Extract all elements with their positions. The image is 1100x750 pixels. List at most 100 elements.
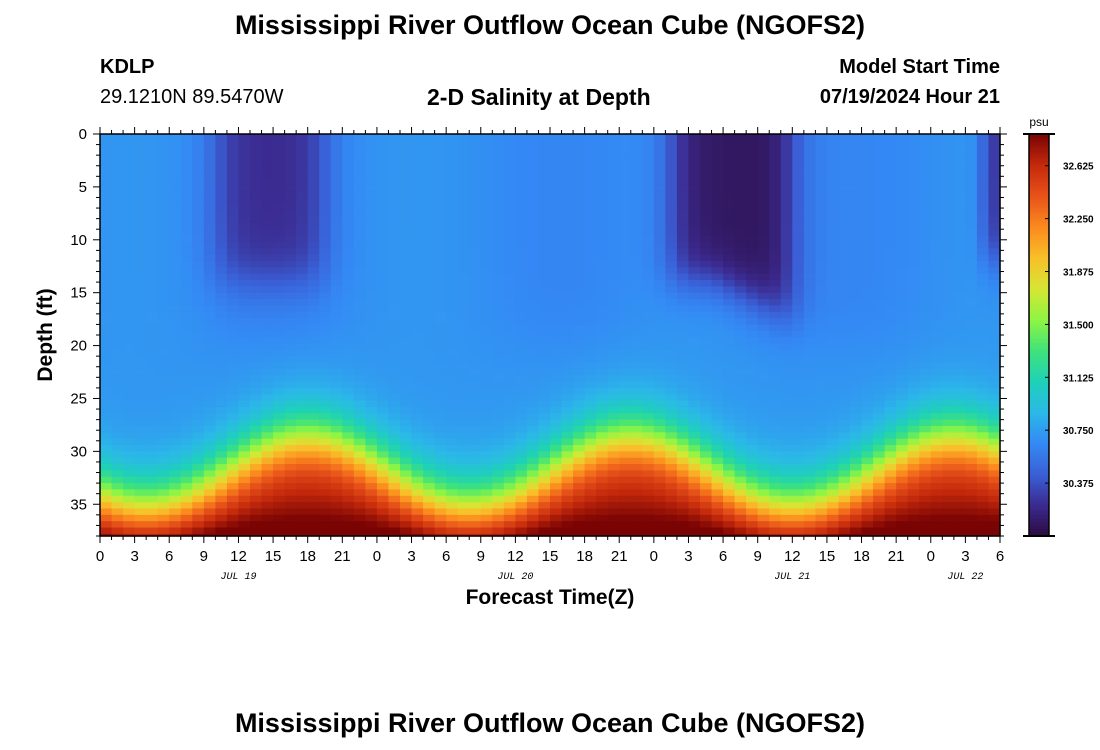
- heatmap-cell: [226, 254, 240, 262]
- heatmap-cell: [676, 457, 690, 465]
- heatmap-cell: [965, 387, 978, 395]
- heatmap-cell: [550, 521, 563, 529]
- heatmap-cell: [457, 318, 470, 326]
- heatmap-cell: [584, 203, 597, 211]
- heatmap-cell: [653, 235, 666, 243]
- heatmap-cell: [607, 533, 620, 537]
- heatmap-cell: [480, 349, 493, 357]
- heatmap-cell: [203, 445, 216, 452]
- heatmap-cell: [353, 203, 366, 211]
- heatmap-cell: [307, 368, 320, 376]
- heatmap-cell: [365, 159, 378, 167]
- heatmap-cell: [273, 387, 286, 395]
- heatmap-cell: [976, 203, 990, 211]
- heatmap-cell: [815, 527, 828, 535]
- heatmap-cell: [665, 311, 678, 319]
- heatmap-cell: [826, 279, 840, 287]
- heatmap-cell: [896, 254, 909, 262]
- heatmap-cell: [111, 216, 124, 224]
- heatmap-cell: [238, 216, 251, 224]
- heatmap-cell: [146, 292, 159, 300]
- heatmap-cell: [642, 508, 655, 516]
- heatmap-cell: [330, 241, 343, 249]
- heatmap-cell: [711, 311, 724, 319]
- heatmap-cell: [123, 178, 136, 186]
- heatmap-cell: [550, 381, 563, 389]
- heatmap-cell: [538, 406, 551, 414]
- heatmap-cell: [100, 457, 113, 465]
- heatmap-cell: [734, 432, 747, 440]
- heatmap-cell: [826, 292, 840, 300]
- heatmap-cell: [330, 387, 343, 395]
- heatmap-cell: [584, 292, 597, 300]
- heatmap-cell: [319, 533, 332, 537]
- heatmap-cell: [803, 349, 816, 357]
- heatmap-cell: [238, 254, 251, 262]
- heatmap-cell: [907, 349, 920, 357]
- heatmap-cell: [492, 483, 505, 491]
- heatmap-cell: [365, 292, 378, 300]
- heatmap-cell: [353, 495, 366, 503]
- heatmap-cell: [711, 406, 724, 414]
- heatmap-cell: [607, 502, 620, 510]
- heatmap-cell: [250, 305, 263, 313]
- heatmap-cell: [353, 432, 366, 440]
- heatmap-cell: [411, 495, 424, 503]
- heatmap-cell: [503, 413, 516, 421]
- heatmap-cell: [100, 489, 113, 497]
- heatmap-cell: [376, 464, 390, 472]
- heatmap-cell: [492, 451, 505, 459]
- heatmap-cell: [826, 210, 840, 218]
- heatmap-cell: [250, 184, 263, 192]
- heatmap-cell: [861, 324, 874, 332]
- heatmap-cell: [342, 292, 355, 300]
- heatmap-cell: [146, 527, 159, 535]
- heatmap-cell: [307, 362, 320, 370]
- heatmap-cell: [573, 165, 586, 173]
- heatmap-cell: [561, 146, 574, 154]
- heatmap-cell: [861, 292, 874, 300]
- heatmap-cell: [919, 425, 932, 433]
- heatmap-cell: [665, 146, 678, 154]
- heatmap-cell: [953, 318, 966, 326]
- heatmap-cell: [550, 260, 563, 268]
- heatmap-cell: [642, 292, 655, 300]
- heatmap-cell: [226, 533, 240, 537]
- heatmap-cell: [757, 197, 770, 205]
- heatmap-cell: [342, 318, 355, 326]
- heatmap-cell: [192, 375, 205, 383]
- heatmap-cell: [411, 222, 424, 230]
- heatmap-cell: [457, 305, 470, 313]
- heatmap-cell: [688, 343, 701, 351]
- heatmap-cell: [665, 197, 678, 205]
- heatmap-cell: [930, 413, 943, 421]
- heatmap-cell: [919, 210, 932, 218]
- heatmap-cell: [953, 464, 966, 472]
- heatmap-cell: [134, 305, 147, 313]
- heatmap-cell: [676, 476, 690, 484]
- heatmap-cell: [226, 502, 240, 510]
- heatmap-cell: [307, 400, 320, 408]
- heatmap-cell: [769, 260, 782, 268]
- heatmap-cell: [734, 279, 747, 287]
- heatmap-cell: [630, 210, 643, 218]
- heatmap-cell: [665, 356, 678, 364]
- heatmap-cell: [123, 153, 136, 160]
- heatmap-cell: [238, 178, 251, 186]
- heatmap-cell: [607, 279, 620, 287]
- heatmap-cell: [515, 178, 528, 186]
- heatmap-cell: [688, 210, 701, 218]
- heatmap-cell: [723, 216, 736, 224]
- heatmap-cell: [169, 483, 182, 491]
- heatmap-cell: [365, 222, 378, 230]
- heatmap-cell: [353, 235, 366, 243]
- heatmap-cell: [653, 172, 666, 180]
- heatmap-cell: [688, 292, 701, 300]
- heatmap-cell: [619, 349, 632, 357]
- heatmap-cell: [850, 254, 863, 262]
- heatmap-cell: [619, 438, 632, 446]
- heatmap-cell: [319, 337, 332, 345]
- heatmap-cell: [700, 451, 713, 459]
- heatmap-cell: [630, 495, 643, 503]
- heatmap-cell: [642, 425, 655, 433]
